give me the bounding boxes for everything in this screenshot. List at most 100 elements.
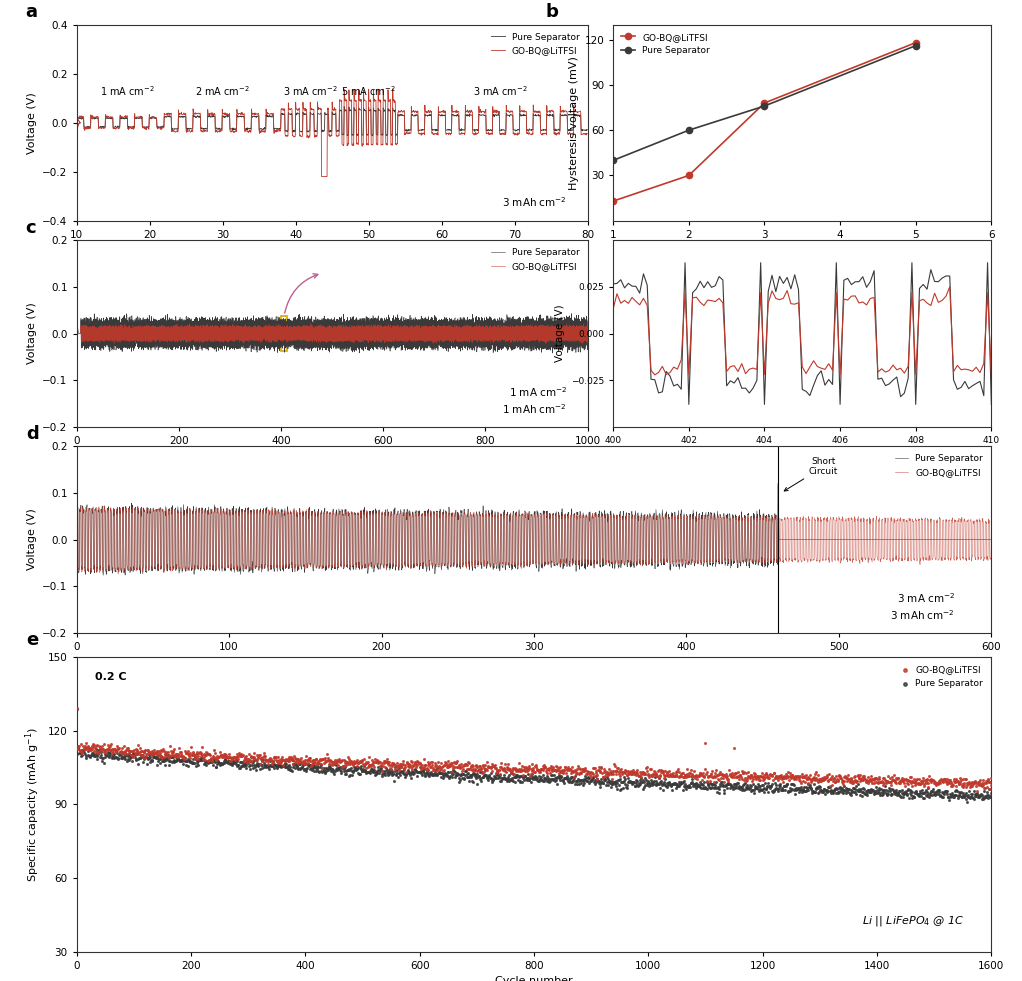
GO-BQ@LiTFSI <box>794 769 810 785</box>
Pure Separator <box>734 782 750 798</box>
GO-BQ@LiTFSI <box>579 763 596 779</box>
GO-BQ@LiTFSI <box>95 737 111 752</box>
Pure Separator <box>330 760 346 776</box>
Pure Separator <box>678 779 694 795</box>
Pure Separator <box>264 758 280 774</box>
Pure Separator <box>702 780 718 796</box>
Pure Separator <box>77 741 93 756</box>
GO-BQ@LiTFSI <box>96 742 112 757</box>
GO-BQ@LiTFSI <box>774 771 790 787</box>
Pure Separator <box>428 766 445 782</box>
GO-BQ@LiTFSI <box>846 773 863 789</box>
GO-BQ@LiTFSI <box>755 771 772 787</box>
Pure Separator <box>95 750 111 766</box>
Pure Separator <box>651 777 667 793</box>
GO-BQ@LiTFSI <box>523 755 540 771</box>
GO-BQ@LiTFSI <box>111 744 128 759</box>
Pure Separator <box>609 781 625 797</box>
Pure Separator <box>537 770 553 786</box>
GO-BQ@LiTFSI <box>728 770 744 786</box>
GO-BQ@LiTFSI <box>394 752 411 768</box>
Pure Separator <box>595 775 611 791</box>
Pure Separator <box>423 766 439 782</box>
GO-BQ@LiTFSI <box>615 763 632 779</box>
Pure Separator <box>445 766 461 782</box>
GO-BQ@LiTFSI <box>710 772 727 788</box>
Pure Separator <box>274 758 290 774</box>
Pure Separator <box>393 763 410 779</box>
GO-BQ@LiTFSI <box>714 767 731 783</box>
GO-BQ@LiTFSI <box>354 751 370 767</box>
GO-BQ@LiTFSI <box>717 769 734 785</box>
GO-BQ@LiTFSI <box>662 766 679 782</box>
Pure Separator <box>943 786 960 801</box>
GO-BQ@LiTFSI <box>886 772 902 788</box>
GO-BQ@LiTFSI <box>81 743 97 758</box>
Pure Separator <box>363 762 379 778</box>
Pure Separator <box>108 750 125 766</box>
GO-BQ@LiTFSI <box>662 768 679 784</box>
Pure Separator <box>186 755 202 771</box>
GO-BQ@LiTFSI <box>82 741 98 756</box>
GO-BQ@LiTFSI <box>100 737 117 752</box>
Pure Separator <box>969 786 985 801</box>
Pure Separator <box>872 786 888 801</box>
Pure Separator <box>407 762 423 778</box>
Pure Separator <box>144 752 160 768</box>
GO-BQ@LiTFSI <box>190 748 206 763</box>
GO-BQ@LiTFSI <box>215 749 231 765</box>
Pure Separator <box>916 791 932 806</box>
Pure Separator <box>632 777 648 793</box>
Pure Separator <box>672 775 689 791</box>
GO-BQ@LiTFSI <box>531 761 548 777</box>
Pure Separator <box>212 755 228 771</box>
GO-BQ@LiTFSI <box>958 779 974 795</box>
Pure Separator <box>450 765 466 781</box>
Pure Separator <box>945 790 962 805</box>
Pure Separator <box>941 792 958 807</box>
Pure Separator <box>939 790 956 805</box>
Pure Separator <box>745 783 761 799</box>
Pure Separator <box>789 781 805 797</box>
Pure Separator <box>457 763 473 779</box>
Pure Separator <box>832 779 848 795</box>
GO-BQ@LiTFSI <box>844 775 861 791</box>
GO-BQ@LiTFSI <box>147 747 164 762</box>
GO-BQ@LiTFSI <box>99 741 115 756</box>
GO-BQ@LiTFSI <box>381 754 398 770</box>
GO-BQ@LiTFSI <box>278 751 294 767</box>
Pure Separator <box>776 778 792 794</box>
GO-BQ@LiTFSI <box>149 747 166 762</box>
Pure Separator <box>860 782 876 798</box>
GO-BQ@LiTFSI <box>628 765 644 781</box>
GO-BQ@LiTFSI <box>551 759 567 775</box>
Pure Separator <box>309 758 325 774</box>
GO-BQ@LiTFSI <box>586 766 602 782</box>
Pure Separator <box>275 757 291 773</box>
GO-BQ@LiTFSI <box>738 773 754 789</box>
Pure Separator <box>195 756 212 772</box>
GO-BQ@LiTFSI <box>387 757 404 773</box>
Pure Separator <box>222 756 238 772</box>
Pure Separator <box>751 779 768 795</box>
GO-BQ@LiTFSI <box>132 745 148 760</box>
Pure Separator <box>909 787 925 802</box>
GO-BQ@LiTFSI <box>228 749 244 765</box>
Pure Separator <box>462 767 478 783</box>
Pure Separator <box>431 764 448 780</box>
Pure Separator <box>613 775 630 791</box>
Pure Separator <box>366 762 382 778</box>
GO-BQ@LiTFSI <box>432 761 449 777</box>
Pure Separator <box>576 771 593 787</box>
GO-BQ@LiTFSI <box>486 757 503 773</box>
GO-BQ@LiTFSI <box>697 761 713 777</box>
Pure Separator <box>344 764 361 780</box>
Pure Separator <box>978 790 994 805</box>
Pure Separator <box>900 790 917 805</box>
Pure Separator <box>529 770 546 786</box>
Pure Separator <box>99 746 115 761</box>
GO-BQ@LiTFSI <box>341 756 358 772</box>
Pure Separator <box>580 770 597 786</box>
Pure Separator <box>512 774 528 790</box>
GO-BQ@LiTFSI <box>794 769 810 785</box>
